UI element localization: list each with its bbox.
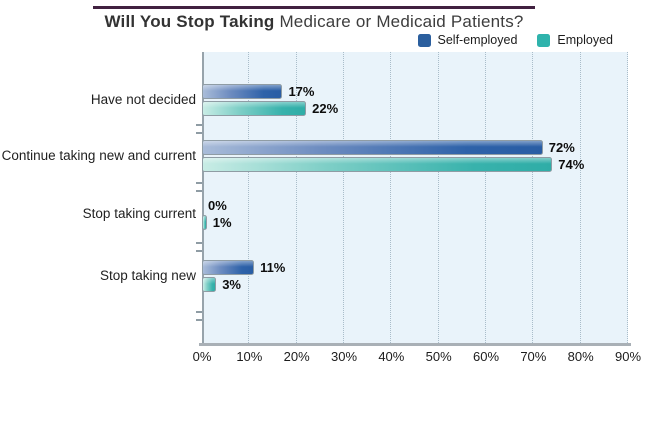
chart-title: Will You Stop Taking Medicare or Medicai…: [33, 12, 595, 32]
chart-title-regular: Medicare or Medicaid Patients?: [279, 12, 524, 31]
category-label: Stop taking new: [99, 268, 196, 283]
value-label: 3%: [222, 277, 241, 292]
x-tick-label-80: 80%: [567, 349, 594, 364]
gridline-80pct: [579, 52, 581, 343]
bar-self-employed-0: [202, 84, 283, 99]
category-label: Stop taking current: [82, 206, 196, 221]
x-tick-label-20: 20%: [283, 349, 310, 364]
legend-swatch-icon: [537, 33, 551, 47]
x-tick-label-60: 60%: [472, 349, 500, 364]
gridline-60pct: [485, 52, 486, 343]
value-label: 22%: [312, 101, 339, 116]
x-tick-label-10: 10%: [236, 349, 263, 364]
plot-area: 17% 22% 72% 74% 0% 1% 11% 3%: [196, 52, 631, 346]
category-label: Have not decided: [90, 92, 196, 107]
gridline-90pct: [627, 52, 628, 343]
y-axis-tick: [196, 311, 202, 313]
y-axis-tick: [196, 250, 202, 252]
value-label: 1%: [212, 215, 232, 230]
gridline-40pct: [390, 52, 392, 343]
bar-employed-1: [202, 157, 553, 172]
legend-label: Self-employed: [437, 33, 518, 47]
gridline-30pct: [343, 52, 344, 343]
y-axis-tick: [196, 124, 202, 126]
value-label: 72%: [548, 140, 575, 155]
x-tick-label-0: 0%: [192, 349, 212, 364]
category-label: Continue taking new and current: [1, 148, 196, 163]
legend: Self-employed Employed: [417, 33, 613, 47]
y-axis-tick: [196, 190, 202, 192]
x-axis-line: [199, 343, 631, 346]
bar-self-employed-3: [202, 260, 255, 275]
value-label: 0%: [208, 198, 227, 213]
x-tick-label-40: 40%: [378, 349, 405, 364]
y-axis-tick: [196, 242, 202, 244]
y-axis-tick: [196, 319, 202, 321]
bar-employed-2: [202, 215, 207, 230]
gridline-10pct: [248, 52, 250, 343]
legend-item-employed: Employed: [537, 33, 613, 47]
bar-employed-0: [202, 101, 307, 116]
value-label: 17%: [288, 84, 315, 99]
gridline-70pct: [532, 52, 534, 343]
y-axis-tick: [196, 182, 202, 184]
chart-title-bold: Will You Stop Taking: [104, 12, 280, 31]
value-label: 11%: [260, 260, 286, 275]
y-axis-line: [202, 52, 204, 343]
gridline-50pct: [437, 52, 439, 343]
x-tick-label-30: 30%: [330, 349, 358, 364]
x-tick-label-50: 50%: [425, 349, 452, 364]
x-tick-label-90: 90%: [614, 349, 642, 364]
legend-label: Employed: [557, 33, 613, 47]
legend-item-self-employed: Self-employed: [417, 33, 518, 47]
y-axis-tick: [196, 132, 202, 134]
bar-employed-3: [202, 277, 217, 292]
value-label: 74%: [558, 157, 585, 172]
bar-self-employed-1: [202, 140, 543, 155]
legend-swatch-icon: [417, 33, 431, 47]
x-tick-label-70: 70%: [520, 349, 547, 364]
gridline-20pct: [295, 52, 297, 343]
title-underline: [93, 6, 535, 9]
